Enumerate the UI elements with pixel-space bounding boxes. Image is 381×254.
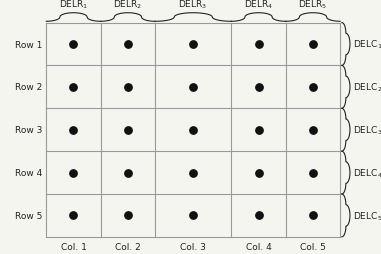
Text: Col. 2: Col. 2: [115, 242, 141, 251]
Point: [125, 43, 131, 47]
Text: Row 2: Row 2: [14, 83, 42, 92]
Text: Col. 3: Col. 3: [180, 242, 206, 251]
Text: Row 4: Row 4: [14, 168, 42, 177]
Text: DELR$_3$: DELR$_3$: [178, 0, 208, 11]
Text: Row 3: Row 3: [14, 126, 42, 135]
Point: [125, 128, 131, 132]
Point: [125, 214, 131, 218]
Point: [70, 43, 77, 47]
Text: DELR$_4$: DELR$_4$: [244, 0, 273, 11]
Text: DELC$_4$: DELC$_4$: [353, 167, 381, 179]
Point: [70, 128, 77, 132]
Point: [70, 86, 77, 90]
Text: DELR$_5$: DELR$_5$: [298, 0, 328, 11]
Point: [70, 214, 77, 218]
Point: [256, 86, 262, 90]
Point: [256, 43, 262, 47]
Point: [125, 86, 131, 90]
Point: [190, 43, 196, 47]
Point: [190, 214, 196, 218]
Text: DELC$_5$: DELC$_5$: [353, 209, 381, 222]
Point: [256, 171, 262, 175]
Text: Row 1: Row 1: [14, 40, 42, 49]
Text: DELR$_2$: DELR$_2$: [113, 0, 142, 11]
Text: DELC$_1$: DELC$_1$: [353, 39, 381, 51]
Text: Col. 1: Col. 1: [61, 242, 86, 251]
Point: [256, 128, 262, 132]
Point: [310, 86, 316, 90]
Text: DELR$_1$: DELR$_1$: [59, 0, 88, 11]
Text: Col. 5: Col. 5: [300, 242, 326, 251]
Point: [310, 43, 316, 47]
Point: [190, 128, 196, 132]
Text: DELC$_2$: DELC$_2$: [353, 81, 381, 94]
Point: [70, 171, 77, 175]
Text: Col. 4: Col. 4: [246, 242, 271, 251]
Point: [256, 214, 262, 218]
Point: [190, 171, 196, 175]
Point: [125, 171, 131, 175]
Point: [190, 86, 196, 90]
Text: DELC$_3$: DELC$_3$: [353, 124, 381, 136]
Point: [310, 171, 316, 175]
Point: [310, 128, 316, 132]
Text: Row 5: Row 5: [14, 211, 42, 220]
Point: [310, 214, 316, 218]
